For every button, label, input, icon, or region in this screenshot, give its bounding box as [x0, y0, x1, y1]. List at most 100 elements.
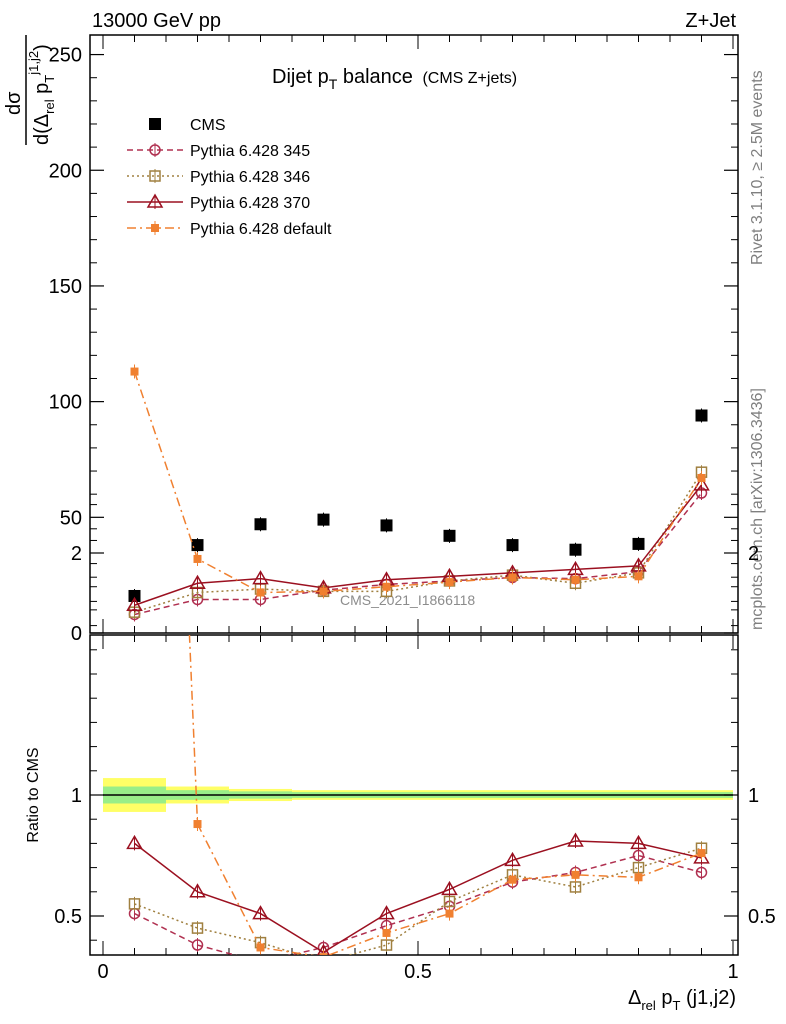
ratio-point: [191, 922, 204, 934]
ratio-point: [256, 943, 265, 952]
ratio-ytick-label: 0.5: [54, 906, 82, 928]
main-axes: 0 50 100 150 200 250: [49, 35, 738, 645]
ratio-point: [632, 849, 645, 862]
ratio-point: [252, 905, 269, 920]
ratio-point: [571, 870, 580, 879]
legend-label: Pythia 6.428 default: [190, 221, 332, 238]
ratio-point: [697, 849, 706, 858]
ratio-point: [256, 957, 266, 967]
main-point: [569, 543, 582, 556]
header-right: Z+Jet: [685, 10, 736, 32]
ratio-series-line: [188, 635, 702, 955]
main-point: [256, 588, 265, 597]
xlabel-T: T: [672, 998, 680, 1013]
main-series: [126, 364, 710, 622]
main-title-rest: balance: [337, 66, 413, 88]
ratio-point: [443, 895, 456, 908]
main-series-4: [130, 364, 706, 600]
main-point: [193, 554, 202, 563]
ratio-point: [319, 957, 329, 967]
main-point: [695, 409, 708, 422]
ylabel-main-T: T: [42, 75, 57, 83]
legend-marker: [149, 170, 161, 182]
xtick-label: 0: [97, 961, 108, 983]
main-point: [445, 578, 454, 587]
ratio-point: [634, 873, 643, 882]
main-series-0: [128, 408, 708, 603]
legend-marker: [151, 224, 159, 232]
watermark: CMS_2021_I1866118: [340, 592, 475, 608]
xtick-label: 0.5: [404, 961, 432, 983]
xtick-label: 1: [727, 961, 738, 983]
ylabel-main-rel: rel: [42, 99, 57, 114]
main-point: [126, 596, 143, 611]
ratio-point: [128, 898, 141, 910]
xlabel: Δrel pT (j1,j2): [628, 987, 736, 1013]
ratio-point: [445, 909, 454, 918]
main-ytick-label: 100: [49, 392, 82, 414]
legend-label: Pythia 6.428 345: [190, 143, 310, 160]
main-title: Dijet pT balance (CMS Z+jets): [272, 66, 517, 92]
ratio-band: [103, 778, 733, 812]
main-series-line: [134, 484, 703, 606]
main-point: [191, 539, 204, 552]
main-point: [508, 573, 517, 582]
main-title-small: (CMS Z+jets): [422, 70, 517, 87]
ratio-series-line: [134, 840, 702, 954]
main-point: [189, 574, 206, 590]
xlabel-rest: (j1,j2): [680, 987, 736, 1009]
main-point: [632, 537, 645, 550]
xlabel-rel: rel: [641, 998, 656, 1013]
main-point: [634, 572, 643, 581]
ratio-point: [378, 905, 395, 920]
ratio-point: [441, 880, 458, 896]
main-point: [693, 476, 710, 491]
ratio-point: [508, 875, 517, 884]
main-plot-frame: [89, 34, 739, 634]
ratio-ytick-label: 2: [71, 543, 82, 565]
ratio-ytick-label: 1: [71, 785, 82, 807]
legend-marker: [149, 118, 161, 130]
ylabel-main-sup: j1,j2: [26, 51, 41, 76]
main-point: [571, 575, 580, 584]
ratio-point: [569, 881, 582, 893]
main-ytick-label: 50: [60, 507, 82, 529]
ylabel-ratio: Ratio to CMS: [25, 747, 42, 842]
ratio-ytick-label-right: 0.5: [748, 906, 776, 928]
legend-marker: [149, 144, 161, 156]
main-point: [319, 587, 328, 596]
ratio-point: [695, 866, 708, 879]
ylabel-main-p: p: [31, 83, 53, 100]
ratio-series-line: [134, 854, 702, 955]
main-title-sub: T: [329, 76, 338, 92]
main-point: [254, 518, 267, 531]
xlabel-p: p: [656, 987, 673, 1009]
legend-label: Pythia 6.428 370: [190, 195, 310, 212]
ratio-ytick-label-right: 1: [748, 785, 759, 807]
main-point: [128, 589, 141, 602]
ylabel-main-numerator: dσ: [3, 91, 25, 115]
ylabel-main: dσ d(Δrel pTj1,j2): [3, 35, 57, 145]
main-ytick-label: 250: [49, 45, 82, 67]
ratio-point: [567, 832, 584, 847]
legend: CMS Pythia 6.428 345 Pythia 6.428 346 Pythi…: [127, 117, 332, 238]
legend-label: Pythia 6.428 346: [190, 169, 310, 186]
rivet-label: Rivet 3.1.10, ≥ 2.5M events: [749, 70, 766, 265]
ratio-point: [191, 939, 204, 951]
main-title-text: Dijet p: [272, 66, 329, 88]
ratio-point: [316, 943, 331, 955]
ratio-point: [630, 834, 647, 850]
ratio-series-2: [126, 832, 710, 955]
main-point: [506, 539, 519, 552]
main-point: [130, 367, 139, 376]
ylabel-main-close: ): [31, 44, 53, 51]
main-ytick-label: 150: [49, 276, 82, 298]
ratio-point: [319, 953, 328, 955]
ratio-point: [126, 834, 143, 850]
main-point: [380, 519, 393, 532]
main-series-line: [134, 492, 703, 616]
main-ytick-label: 0: [71, 623, 82, 645]
main-point: [443, 529, 456, 542]
ratio-point: [382, 928, 391, 937]
